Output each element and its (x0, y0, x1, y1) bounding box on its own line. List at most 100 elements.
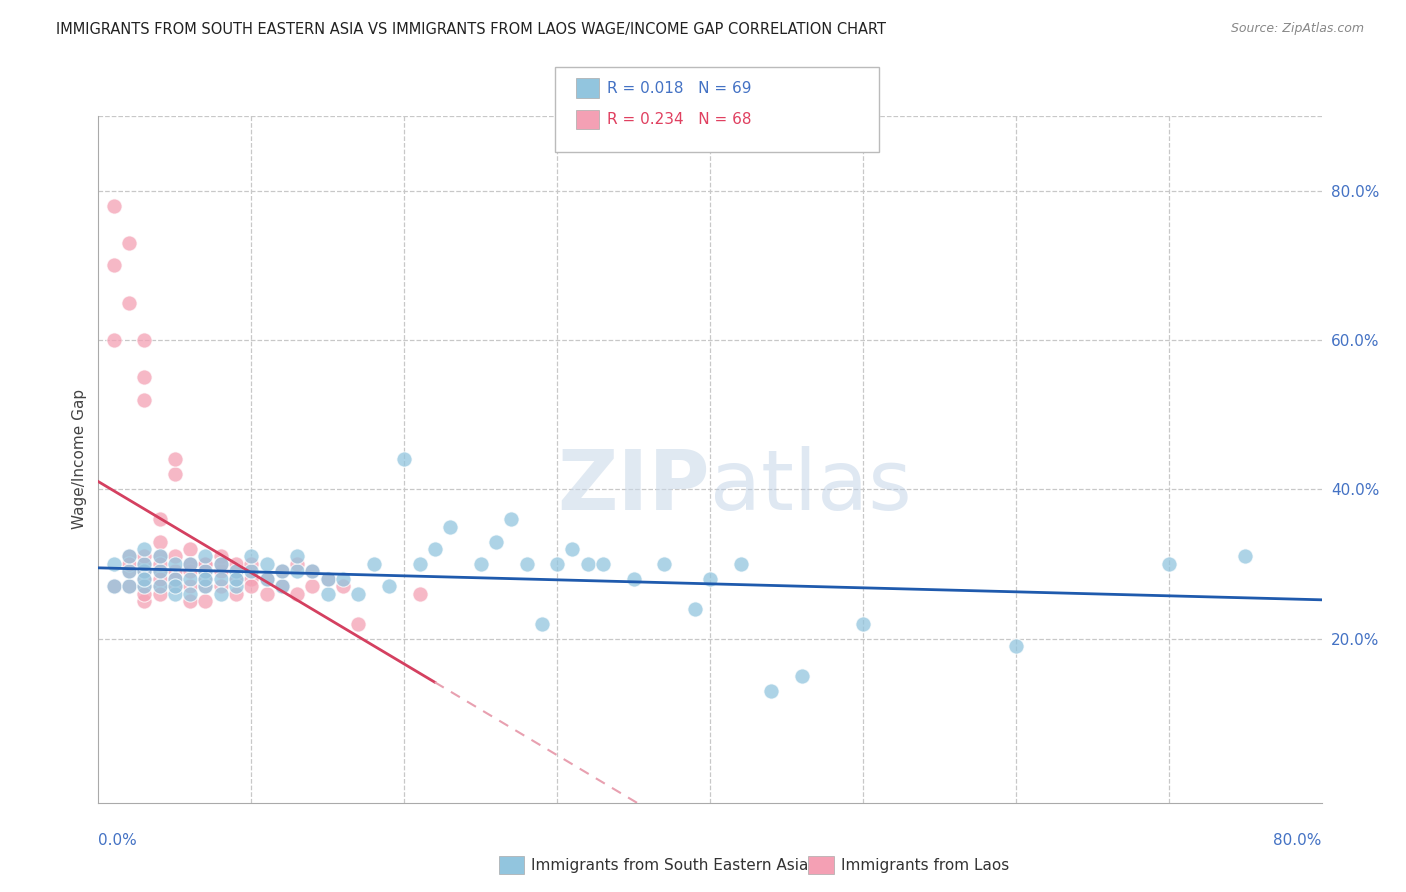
Point (759, 683, 782, 698)
Point (163, 572, 186, 586)
Point (134, 549, 156, 564)
Point (149, 549, 172, 564)
Point (576, 557, 599, 571)
Point (118, 557, 141, 571)
Point (470, 557, 492, 571)
Point (118, 565, 141, 579)
Point (118, 235, 141, 250)
Text: atlas: atlas (710, 446, 911, 527)
Point (623, 572, 645, 586)
Point (149, 557, 172, 571)
Point (285, 557, 308, 571)
Point (790, 669, 813, 683)
Point (485, 534, 508, 549)
Point (194, 565, 217, 579)
Point (209, 572, 232, 586)
Point (240, 572, 263, 586)
Point (163, 572, 186, 586)
Point (423, 541, 446, 556)
Point (134, 579, 156, 593)
Point (301, 565, 323, 579)
Point (270, 565, 292, 579)
Point (149, 579, 172, 593)
Point (1157, 557, 1180, 571)
Point (270, 579, 292, 593)
Point (194, 579, 217, 593)
Point (194, 572, 217, 586)
Point (516, 557, 538, 571)
Point (149, 587, 172, 601)
Point (316, 572, 339, 586)
Text: R = 0.234   N = 68: R = 0.234 N = 68 (607, 112, 752, 127)
Point (240, 557, 263, 571)
Point (149, 512, 172, 526)
Point (194, 594, 217, 608)
Point (332, 572, 354, 586)
Point (118, 565, 141, 579)
Point (652, 557, 675, 571)
Point (179, 565, 201, 579)
Point (852, 616, 875, 631)
Point (118, 549, 141, 564)
Point (134, 565, 156, 579)
Point (134, 594, 156, 608)
Point (179, 557, 201, 571)
Point (730, 557, 752, 571)
Point (163, 565, 186, 579)
Point (256, 557, 278, 571)
Point (225, 572, 247, 586)
Point (134, 392, 156, 407)
Point (408, 557, 430, 571)
Point (134, 572, 156, 586)
Point (683, 601, 706, 615)
Point (103, 333, 125, 347)
Point (256, 587, 278, 601)
Text: ZIP: ZIP (558, 446, 710, 527)
Point (256, 572, 278, 586)
Point (285, 587, 308, 601)
Point (240, 549, 263, 564)
Point (134, 557, 156, 571)
Point (134, 370, 156, 384)
Point (501, 512, 523, 526)
Point (103, 258, 125, 272)
Point (301, 565, 323, 579)
Point (179, 557, 201, 571)
Point (240, 565, 263, 579)
Point (149, 565, 172, 579)
Point (209, 565, 232, 579)
Point (699, 572, 721, 586)
Point (118, 579, 141, 593)
Point (103, 557, 125, 571)
Point (163, 579, 186, 593)
Point (163, 549, 186, 564)
Point (194, 549, 217, 564)
Point (378, 579, 401, 593)
Point (225, 572, 247, 586)
Point (163, 557, 186, 571)
Point (301, 579, 323, 593)
Point (347, 616, 370, 631)
Text: R = 0.018   N = 69: R = 0.018 N = 69 (607, 81, 752, 95)
Point (134, 541, 156, 556)
Point (392, 452, 416, 467)
Point (256, 572, 278, 586)
Point (209, 557, 232, 571)
Point (179, 587, 201, 601)
Point (134, 333, 156, 347)
Point (225, 557, 247, 571)
Point (118, 295, 141, 310)
Point (347, 587, 370, 601)
Point (592, 557, 614, 571)
Point (149, 565, 172, 579)
Point (163, 467, 186, 482)
Point (149, 572, 172, 586)
Point (163, 587, 186, 601)
Point (103, 579, 125, 593)
Point (103, 198, 125, 212)
Point (194, 557, 217, 571)
Point (163, 452, 186, 467)
Point (240, 579, 263, 593)
Point (134, 587, 156, 601)
Point (194, 579, 217, 593)
